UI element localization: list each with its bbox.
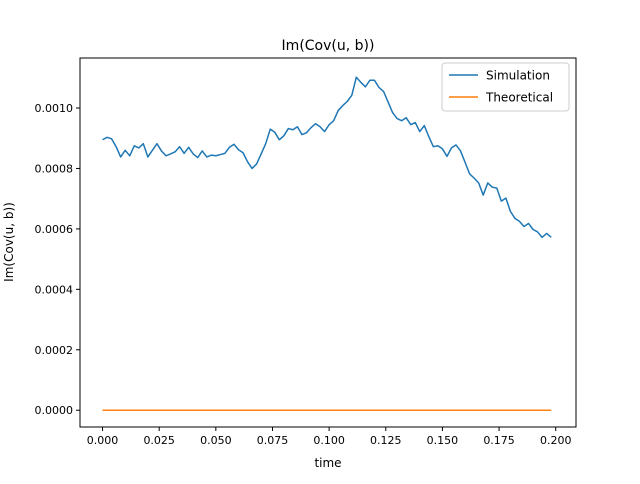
x-tick-label: 0.150 bbox=[427, 434, 459, 447]
y-axis-label: Im(Cov(u, b)) bbox=[2, 202, 16, 282]
y-tick-label: 0.0000 bbox=[35, 404, 74, 417]
chart-title: Im(Cov(u, b)) bbox=[282, 38, 375, 54]
x-tick-label: 0.125 bbox=[370, 434, 402, 447]
legend-label-theoretical: Theoretical bbox=[485, 91, 553, 105]
series-line-simulation bbox=[102, 76, 552, 239]
legend: Simulation Theoretical bbox=[441, 62, 570, 112]
series-layer bbox=[102, 76, 552, 411]
y-axis: 0.0000 0.0002 0.0004 0.0006 0.0008 0.0010 bbox=[35, 102, 80, 417]
x-tick-label: 0.075 bbox=[257, 434, 289, 447]
x-tick-label: 0.175 bbox=[483, 434, 515, 447]
y-tick-label: 0.0010 bbox=[35, 102, 74, 115]
x-tick-label: 0.100 bbox=[313, 434, 345, 447]
y-tick-label: 0.0002 bbox=[35, 344, 74, 357]
x-tick-label: 0.000 bbox=[87, 434, 119, 447]
x-tick-label: 0.200 bbox=[540, 434, 572, 447]
plot-area-frame bbox=[79, 57, 577, 428]
y-tick-label: 0.0004 bbox=[35, 283, 74, 296]
x-axis: 0.000 0.025 0.050 0.075 0.100 0.125 0.150 0.175… bbox=[87, 427, 572, 447]
x-tick-label: 0.050 bbox=[200, 434, 232, 447]
y-tick-label: 0.0008 bbox=[35, 162, 74, 175]
x-axis-label: time bbox=[314, 456, 341, 470]
legend-label-simulation: Simulation bbox=[486, 69, 550, 83]
x-tick-label: 0.025 bbox=[143, 434, 175, 447]
y-tick-label: 0.0006 bbox=[35, 223, 74, 236]
